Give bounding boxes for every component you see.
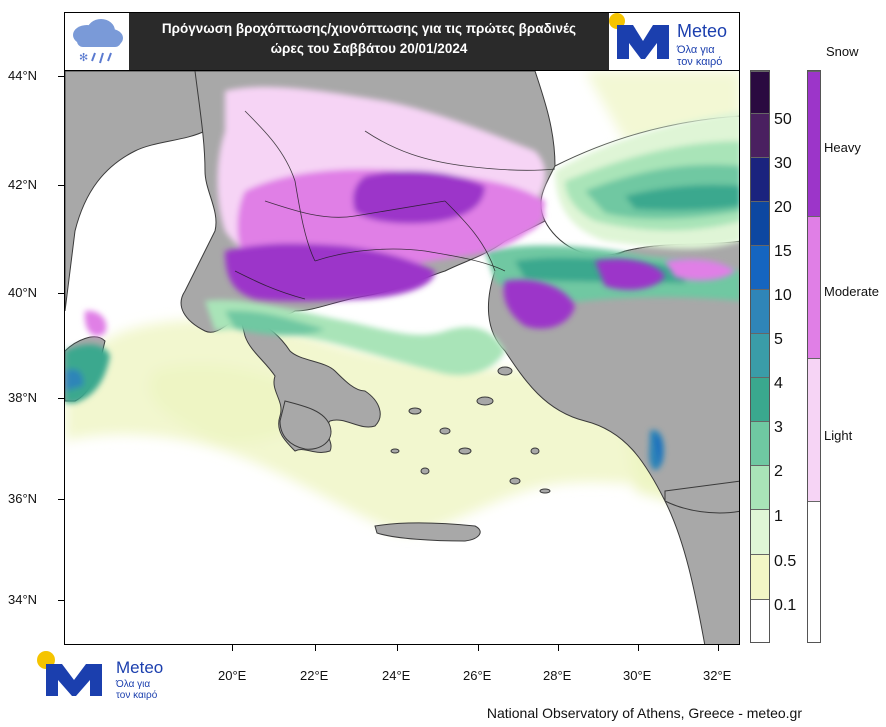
attribution-text: National Observatory of Athens, Greece -… (486, 705, 802, 721)
svg-text:✻: ✻ (79, 52, 88, 64)
meteo-logo-icon (37, 651, 102, 696)
precip-legend-label: 2 (774, 463, 783, 480)
map-canvas (65, 71, 739, 644)
colorbar-segment (751, 157, 769, 201)
country-borders (234, 110, 556, 300)
colorbar-segment (751, 245, 769, 289)
lon-tick-mark (232, 645, 233, 651)
lon-tick-label: 24°E (382, 668, 411, 683)
snow-legend-label: Light (824, 428, 853, 443)
colorbar-segment (751, 377, 769, 421)
lon-tick-label: 22°E (300, 668, 329, 683)
logo-tagline-2: τον καιρό (677, 56, 723, 68)
lat-tick-mark (58, 76, 64, 77)
lat-tick-label: 42°N (8, 177, 38, 192)
lon-tick-mark (718, 645, 719, 651)
snow-colorbar (807, 70, 821, 643)
colorbar-segment (751, 71, 769, 113)
precip-legend-label: 20 (774, 199, 792, 216)
lat-tick-label: 40°N (8, 285, 38, 300)
logo-tagline-2: τον καιρό (116, 690, 158, 701)
precip-legend-label: 1 (774, 508, 783, 525)
lon-tick-mark (397, 645, 398, 651)
lon-tick-label: 20°E (218, 668, 247, 683)
snow-legend-title: Snow (826, 44, 859, 59)
colorbar-segment (751, 421, 769, 465)
lat-tick-mark (58, 293, 64, 294)
lon-tick-mark (558, 645, 559, 651)
colorbar-segment (751, 333, 769, 377)
logo-tagline-1: Όλα για (116, 679, 151, 690)
snow-segment (808, 358, 820, 501)
precip-legend-label: 0.5 (774, 553, 797, 570)
forecast-map (64, 70, 740, 645)
precip-legend-label: 4 (774, 375, 783, 392)
precip-legend-label: 0.1 (774, 597, 797, 614)
snow-segment (808, 71, 820, 216)
lon-tick-mark (478, 645, 479, 651)
title-banner: ✻ Πρόγνωση βροχόπτωσης/χιονόπτωσης για τ… (64, 12, 740, 72)
lat-tick-mark (58, 600, 64, 601)
lat-tick-label: 38°N (8, 390, 38, 405)
precip-legend-label: 30 (774, 155, 792, 172)
lat-tick-mark (58, 499, 64, 500)
meteo-logo-bottom: Meteo Όλα για τον καιρό (34, 650, 174, 702)
colorbar-segment (751, 509, 769, 554)
snow-segment (808, 501, 820, 642)
lon-tick-label: 30°E (623, 668, 652, 683)
lat-tick-label: 34°N (8, 592, 38, 607)
lat-tick-mark (58, 185, 64, 186)
rain-snow-cloud-icon: ✻ (65, 13, 129, 71)
title-line-2: ώρες του Σαββάτου 20/01/2024 (270, 41, 468, 56)
snow-segment (808, 216, 820, 358)
page-title: Πρόγνωση βροχόπτωσης/χιονόπτωσης για τις… (131, 19, 607, 59)
colorbar-segment (751, 465, 769, 509)
precip-legend-label: 50 (774, 111, 792, 128)
snow-legend-label: Moderate (824, 284, 879, 299)
precip-legend-label: 3 (774, 419, 783, 436)
colorbar-segment (751, 113, 769, 157)
rain-area-aegean (65, 300, 665, 471)
lon-tick-mark (638, 645, 639, 651)
precip-legend-label: 10 (774, 287, 792, 304)
lon-tick-label: 32°E (703, 668, 732, 683)
precip-colorbar (750, 70, 770, 643)
precip-legend-label: 5 (774, 331, 783, 348)
precip-legend-label: 15 (774, 243, 792, 260)
meteo-logo-top: Meteo Όλα για τον καιρό (609, 13, 739, 71)
logo-name: Meteo (677, 21, 728, 41)
lat-tick-mark (58, 398, 64, 399)
lat-tick-label: 36°N (8, 491, 38, 506)
title-line-1: Πρόγνωση βροχόπτωσης/χιονόπτωσης για τις… (161, 21, 577, 36)
snow-area (84, 86, 735, 337)
lon-tick-mark (315, 645, 316, 651)
lon-tick-label: 28°E (543, 668, 572, 683)
lat-tick-label: 44°N (8, 68, 38, 83)
logo-tagline-1: Όλα για (677, 44, 715, 56)
colorbar-segment (751, 599, 769, 642)
colorbar-segment (751, 201, 769, 245)
logo-name: Meteo (116, 658, 164, 677)
meteo-logo-icon (609, 13, 669, 59)
snow-legend-label: Heavy (824, 140, 861, 155)
colorbar-segment (751, 554, 769, 599)
lon-tick-label: 26°E (463, 668, 492, 683)
colorbar-segment (751, 289, 769, 333)
